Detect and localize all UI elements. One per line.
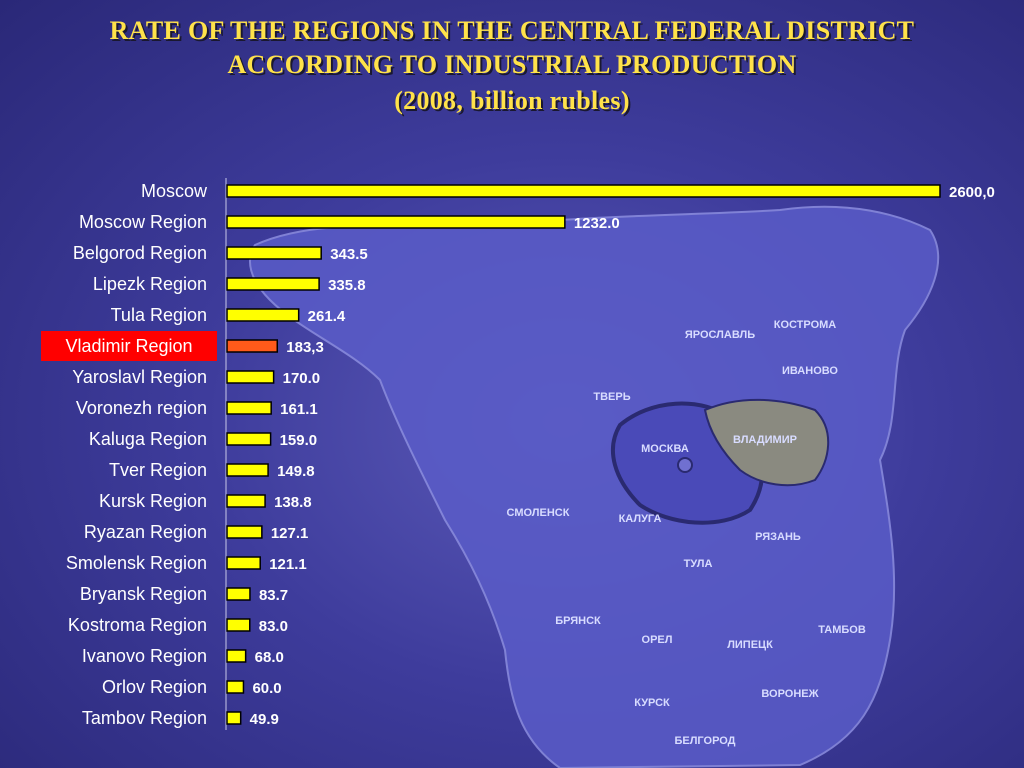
bar (226, 711, 242, 725)
map-label: ВОРОНЕЖ (761, 688, 818, 700)
bar (226, 215, 566, 229)
value-label: 170.0 (283, 370, 321, 387)
map-label: ТАМБОВ (818, 624, 866, 636)
bar (226, 401, 272, 415)
category-label: Orlov Region (102, 677, 207, 697)
map-label: ОРЕЛ (642, 634, 673, 646)
bar (226, 370, 275, 384)
value-label: 68.0 (255, 649, 284, 666)
bar (226, 618, 251, 632)
category-label: Kaluga Region (89, 429, 207, 449)
category-label: Moscow Region (79, 212, 207, 232)
map-label: ВЛАДИМИР (733, 434, 797, 446)
bar (226, 184, 941, 198)
map-label: ИВАНОВО (782, 365, 838, 377)
map-label: ЯРОСЛАВЛЬ (685, 329, 755, 341)
category-label: Smolensk Region (66, 553, 207, 573)
category-label: Vladimir Region (65, 336, 192, 356)
title-line-3: (2008, billion rubles) (394, 86, 630, 115)
category-label: Lipezk Region (93, 274, 207, 294)
value-label: 159.0 (280, 432, 318, 449)
vladimir-region-shape (703, 398, 830, 487)
value-label: 149.8 (277, 463, 315, 480)
value-label: 83.7 (259, 587, 288, 604)
category-label: Voronezh region (76, 398, 207, 418)
bar (226, 587, 251, 601)
bar (226, 494, 266, 508)
category-label: Tver Region (109, 460, 207, 480)
value-label: 2600,0 (949, 184, 995, 201)
value-label: 60.0 (252, 680, 281, 697)
bar (226, 525, 263, 539)
value-label: 121.1 (269, 556, 307, 573)
map-label: РЯЗАНЬ (755, 531, 801, 543)
category-label: Bryansk Region (80, 584, 207, 604)
bar (226, 432, 272, 446)
map-label: БЕЛГОРОД (674, 735, 735, 747)
map-label: СМОЛЕНСК (507, 507, 570, 519)
map-label: ТВЕРЬ (593, 391, 630, 403)
value-label: 261.4 (308, 308, 346, 325)
value-label: 127.1 (271, 525, 309, 542)
category-label: Ivanovo Region (82, 646, 207, 666)
bar (226, 649, 247, 663)
highlight-label-box (41, 331, 217, 361)
category-label: Belgorod Region (73, 243, 207, 263)
bar (226, 246, 322, 260)
category-label: Kursk Region (99, 491, 207, 511)
value-label: 49.9 (250, 711, 279, 728)
value-label: 83.0 (259, 618, 288, 635)
central-federal-district-outline (249, 205, 940, 768)
value-label: 335.8 (328, 277, 366, 294)
category-label: Yaroslavl Region (72, 367, 207, 387)
category-label: Tula Region (111, 305, 207, 325)
bar (226, 277, 320, 291)
category-label: Kostroma Region (68, 615, 207, 635)
value-label: 343.5 (330, 246, 368, 263)
map-label: КОСТРОМА (774, 319, 837, 331)
bar (226, 680, 245, 694)
title-line-2: ACCORDING TO INDUSTRIAL PRODUCTION (227, 50, 797, 79)
bar (226, 339, 279, 353)
bar (226, 308, 300, 322)
category-label: Ryazan Region (84, 522, 207, 542)
value-label: 138.8 (274, 494, 312, 511)
map-label: БРЯНСК (555, 615, 601, 627)
title-line-1: RATE OF THE REGIONS IN THE CENTRAL FEDER… (109, 16, 915, 45)
bar (226, 556, 261, 570)
map-label: КУРСК (634, 697, 670, 709)
value-label: 1232.0 (574, 215, 620, 232)
moscow-city-dot (677, 457, 693, 473)
map-label: ЛИПЕЦК (727, 639, 773, 651)
category-label: Moscow (141, 181, 208, 201)
map-label: МОСКВА (641, 443, 689, 455)
value-label: 183,3 (286, 339, 324, 356)
value-label: 161.1 (280, 401, 318, 418)
map-label: ТУЛА (684, 558, 713, 570)
bar (226, 463, 269, 477)
map-label: КАЛУГА (619, 513, 662, 525)
category-label: Tambov Region (82, 708, 207, 728)
